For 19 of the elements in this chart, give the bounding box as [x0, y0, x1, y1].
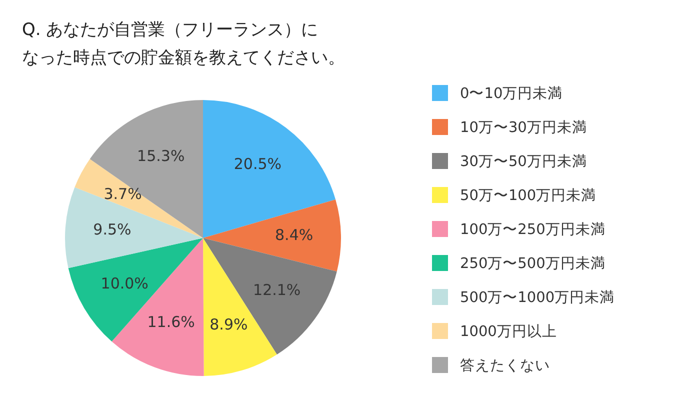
data-label: 3.7%	[104, 184, 142, 203]
data-label: 12.1%	[253, 281, 301, 300]
legend-label: 500万〜1000万円未満	[460, 288, 615, 306]
legend-label: 答えたくない	[460, 356, 550, 374]
legend-label: 10万〜30万円未満	[460, 118, 587, 136]
data-label: 10.0%	[100, 274, 148, 292]
data-label: 8.4%	[275, 226, 314, 244]
legend-label: 50万〜100万円未満	[460, 186, 596, 204]
legend-label: 1000万円以上	[460, 322, 557, 340]
data-label: 8.9%	[210, 315, 248, 334]
data-label: 9.5%	[93, 220, 132, 239]
data-label: 15.3%	[137, 147, 185, 166]
legend-label: 0〜10万円未満	[460, 84, 563, 102]
legend-label: 250万〜500万円未満	[460, 254, 606, 272]
chart-title: Q. あなたが自営業（フリーランス）になった時点での貯金額を教えてください。	[22, 19, 346, 70]
data-label: 20.5%	[234, 155, 282, 174]
data-label: 11.6%	[147, 313, 195, 332]
legend-label: 30万〜50万円未満	[460, 152, 587, 170]
legend-label: 100万〜250万円未満	[460, 220, 606, 238]
